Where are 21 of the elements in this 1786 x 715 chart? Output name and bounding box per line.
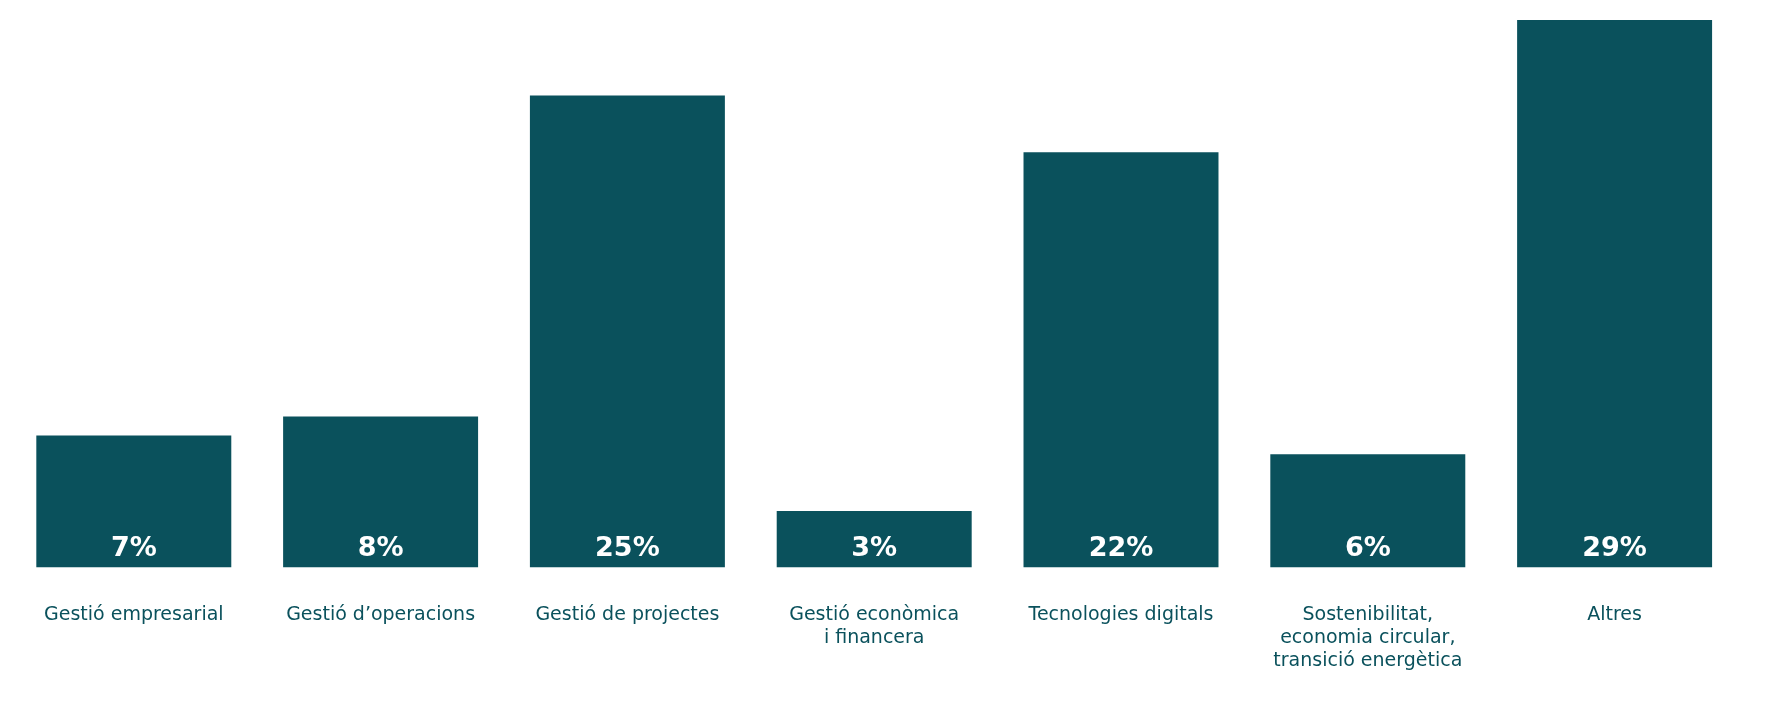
bar	[36, 435, 232, 568]
x-tick-label: Gestió d’operacions	[286, 601, 476, 624]
x-tick-label: Gestió de projectes	[535, 601, 720, 624]
data-label: 7%	[110, 530, 157, 562]
data-label: 25%	[595, 530, 660, 562]
x-tick-label: Gestió empresarial	[44, 601, 224, 624]
bar	[1517, 20, 1713, 568]
data-label: 29%	[1582, 530, 1647, 562]
x-tick-label: Tecnologies digitals	[1027, 601, 1214, 624]
data-label: 22%	[1088, 530, 1154, 562]
bar	[283, 416, 479, 568]
x-tick-label: Gestió econòmica i financera	[789, 601, 960, 647]
bar	[1270, 454, 1466, 568]
bar	[1023, 152, 1219, 568]
x-tick-label: Sostenibilitat, economia circular, transició energètica	[1273, 601, 1463, 670]
bar	[776, 510, 972, 568]
x-tick-label: Altres	[1587, 601, 1642, 624]
data-label: 8%	[357, 530, 404, 562]
data-label: 3%	[851, 530, 898, 562]
bar	[529, 95, 725, 568]
data-label: 6%	[1344, 530, 1391, 562]
